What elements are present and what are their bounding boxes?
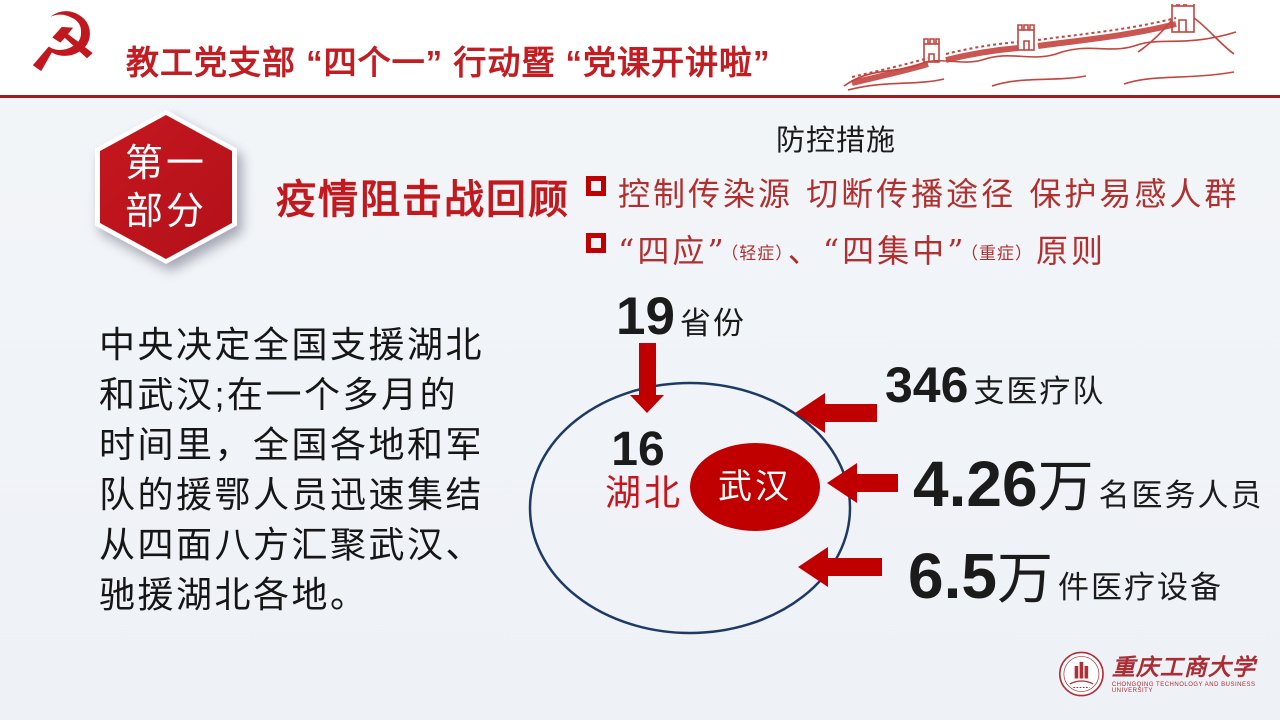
provinces-stat: 19 省份 (616, 290, 746, 343)
medical-staff-wan: 万 (1037, 455, 1094, 520)
paragraph-line: 驰援湖北各地。 (99, 574, 369, 615)
support-diagram-shapes (528, 343, 898, 635)
measure-2-quote1: “四应” (618, 232, 727, 270)
medical-teams-stat: 346 支医疗队 (885, 360, 1105, 411)
paragraph-line: 时间里，全国各地和军 (99, 424, 485, 465)
paragraph-line: 中央决定全国支援湖北 (99, 324, 485, 365)
medical-equipment-unit: 件医疗设备 (1057, 570, 1223, 606)
provinces-number: 19 (616, 287, 675, 346)
body-paragraph: 中央决定全国支援湖北 和武汉;在一个多月的 时间里，全国各地和军 队的援鄂人员迅… (99, 320, 484, 620)
square-bullet-icon (586, 233, 606, 253)
measure-item-1-text: 控制传染源 切断传播途径 保护易感人群 (618, 175, 1240, 213)
medical-equipment-number: 6.5 (908, 540, 997, 612)
header: ☭ 教工党支部 “四个一” 行动暨 “党课开讲啦” (0, 0, 1280, 95)
great-wall-illustration (843, 4, 1237, 91)
header-divider (0, 95, 1280, 98)
measure-item-1: 控制传染源 切断传播途径 保护易感人群 (586, 169, 1239, 215)
hubei-ellipse (528, 381, 852, 635)
paragraph-line: 队的援鄂人员迅速集结 (99, 474, 485, 515)
measure-item-2-text: “四应” （轻症）、“四集中” （重症）原则 (618, 226, 1106, 272)
support-diagram: 19 省份 16 湖北 武汉 346 支医疗队 4.26 万 名医务人员 6.5… (500, 280, 1280, 680)
medical-staff-stat: 4.26 万 名医务人员 (913, 452, 1264, 516)
measure-2-tail: 原则 (1035, 232, 1106, 270)
measure-2-paren1: （轻症） (729, 244, 785, 264)
paragraph-line: 从四面八方汇聚武汉、 (99, 524, 485, 565)
section-badge-border: 第一 部分 (95, 110, 237, 264)
down-arrow-icon (630, 343, 664, 413)
measure-2-comma: 、 (787, 232, 823, 270)
university-logo: 重庆工商大学 CHONGQING TECHNOLOGY AND BUSINESS… (1058, 648, 1280, 700)
left-arrow-icon (795, 393, 877, 433)
section-badge-bg: 第一 部分 (100, 115, 232, 259)
badge-line2: 部分 (124, 189, 207, 233)
measure-2-paren2: （重症） (969, 244, 1033, 264)
university-seal-icon (1058, 651, 1104, 697)
wuhan-label: 武汉 (718, 467, 792, 507)
medical-teams-number: 346 (885, 357, 969, 413)
party-emblem-icon: ☭ (26, 0, 100, 91)
medical-equipment-stat: 6.5 万 件医疗设备 (908, 544, 1223, 608)
wuhan-ellipse (690, 443, 820, 531)
slide-header-title: 教工党支部 “四个一” 行动暨 “党课开讲啦” (126, 44, 771, 81)
university-name-en: CHONGQING TECHNOLOGY AND BUSINESS UNIVER… (1111, 681, 1256, 694)
measure-item-2: “四应” （轻症）、“四集中” （重症）原则 (586, 226, 1106, 272)
university-name-cn: 重庆工商大学 (1111, 653, 1256, 681)
university-logo-text: 重庆工商大学 CHONGQING TECHNOLOGY AND BUSINESS… (1111, 653, 1280, 694)
square-bullet-icon (586, 176, 606, 196)
medical-teams-unit: 支医疗队 (973, 374, 1106, 410)
left-arrow-icon (798, 547, 882, 587)
hubei-number: 16 (611, 423, 665, 476)
badge-line1: 第一 (124, 141, 207, 185)
hubei-label: 湖北 (604, 473, 684, 514)
section-title: 疫情阻击战回顾 (276, 178, 570, 222)
medical-staff-number: 4.26 (913, 448, 1038, 520)
paragraph-line: 和武汉;在一个多月的 (99, 374, 459, 415)
section-badge: 第一 部分 (95, 110, 237, 264)
medical-staff-unit: 名医务人员 (1098, 478, 1264, 514)
measures-title: 防控措施 (776, 123, 897, 157)
left-arrow-icon (827, 463, 898, 503)
medical-equipment-wan: 万 (996, 547, 1053, 612)
measure-2-quote2: “四集中” (822, 232, 967, 270)
provinces-unit: 省份 (679, 306, 746, 342)
